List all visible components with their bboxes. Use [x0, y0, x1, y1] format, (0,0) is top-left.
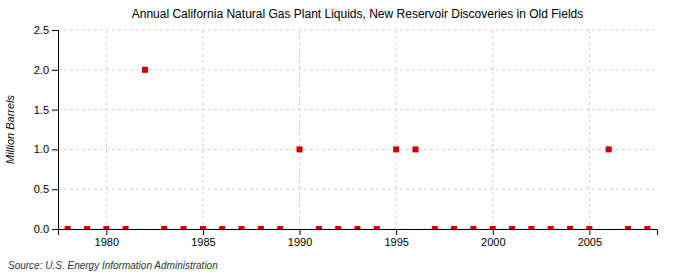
point — [219, 226, 225, 229]
tick: 1.5 — [34, 104, 58, 116]
grid-line-y — [58, 109, 657, 110]
point — [142, 67, 148, 73]
point — [548, 226, 554, 229]
tick-mark — [106, 229, 107, 235]
tick-mark — [52, 229, 58, 230]
tick-label: 2000 — [481, 236, 505, 248]
axis-line — [59, 230, 658, 236]
plot: 1980 1985 1990 1995 2000 2005 0.0 0.5 1.0 1.5 2.0 2… — [34, 24, 658, 248]
point — [567, 226, 573, 229]
y-axis: 0.0 0.5 1.0 1.5 2.0 2.5 — [34, 24, 59, 235]
point — [490, 226, 496, 229]
point — [258, 226, 264, 229]
tick-label: 2005 — [578, 236, 602, 248]
point — [297, 146, 303, 152]
points — [65, 67, 651, 229]
point — [528, 226, 534, 229]
tick-label: 1985 — [191, 236, 215, 248]
point — [509, 226, 515, 229]
tick: 1990 — [288, 229, 312, 248]
grid-line-x — [106, 30, 107, 229]
axis-line — [52, 31, 59, 230]
point — [412, 146, 418, 152]
tick-mark — [52, 149, 58, 150]
tick: 1985 — [191, 229, 215, 248]
tick: 2.0 — [34, 64, 58, 76]
tick: 2005 — [578, 229, 602, 248]
tick-label: 1.5 — [34, 104, 49, 116]
point — [239, 226, 245, 229]
point — [625, 226, 631, 229]
point — [451, 226, 457, 229]
point — [161, 226, 167, 229]
grid-line-x — [202, 30, 203, 229]
point — [470, 226, 476, 229]
tick-mark — [396, 229, 397, 235]
grid-line-x — [299, 30, 300, 229]
tick: 0.5 — [34, 183, 58, 195]
point — [355, 226, 361, 229]
tick-mark — [52, 30, 58, 31]
grid-line-x — [396, 30, 397, 229]
tick-mark — [493, 229, 494, 235]
point — [586, 226, 592, 229]
tick: 1.0 — [34, 143, 58, 155]
point — [65, 226, 71, 229]
tick-label: 0.5 — [34, 183, 49, 195]
grid-line-y — [58, 149, 657, 150]
tick-mark — [203, 229, 204, 235]
source-note: Source: U.S. Energy Information Administ… — [8, 260, 218, 271]
point — [84, 226, 90, 229]
point — [393, 146, 399, 152]
point — [316, 226, 322, 229]
point — [374, 226, 380, 229]
tick: 1995 — [384, 229, 408, 248]
point — [200, 226, 206, 229]
grid-line-x — [589, 30, 590, 229]
x-axis: 1980 1985 1990 1995 2000 2005 — [59, 229, 658, 248]
tick-mark — [589, 229, 590, 235]
tick-label: 1995 — [384, 236, 408, 248]
grid — [58, 30, 657, 229]
tick: 2000 — [481, 229, 505, 248]
tick-mark — [52, 110, 58, 111]
grid-line-y — [58, 189, 657, 190]
point — [103, 226, 109, 229]
tick: 1980 — [95, 229, 119, 248]
grid-line-x — [492, 30, 493, 229]
chart: 1980 1985 1990 1995 2000 2005 0.0 0.5 1.0 1.5 2.0 2… — [0, 0, 675, 275]
tick-label: 1990 — [288, 236, 312, 248]
tick-mark — [300, 229, 301, 235]
point — [181, 226, 187, 229]
point — [277, 226, 283, 229]
tick-label: 2.5 — [34, 24, 49, 36]
grid-line-y — [58, 30, 657, 31]
point — [123, 226, 129, 229]
tick-mark — [52, 189, 58, 190]
point — [432, 226, 438, 229]
point — [335, 226, 341, 229]
tick-mark — [52, 70, 58, 71]
tick-label: 2.0 — [34, 64, 49, 76]
y-axis-title: Million Barrels — [4, 94, 16, 164]
tick: 0.0 — [34, 223, 58, 235]
tick-label: 1.0 — [34, 143, 49, 155]
tick: 2.5 — [34, 24, 58, 36]
point — [644, 226, 650, 229]
title: Annual California Natural Gas Plant Liqu… — [132, 7, 584, 21]
tick-label: 1980 — [95, 236, 119, 248]
point — [606, 146, 612, 152]
tick-label: 0.0 — [34, 223, 49, 235]
